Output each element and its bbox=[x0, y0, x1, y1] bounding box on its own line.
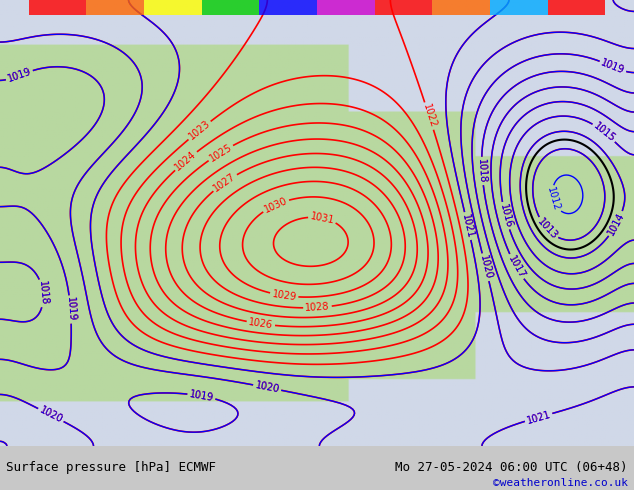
Bar bbox=[202, 0, 259, 15]
Text: 1018: 1018 bbox=[476, 159, 488, 184]
Text: 1019: 1019 bbox=[188, 389, 214, 403]
Text: 1014: 1014 bbox=[606, 211, 626, 237]
Text: 1021: 1021 bbox=[526, 409, 552, 425]
Text: 1013: 1013 bbox=[535, 217, 559, 241]
Text: 1017: 1017 bbox=[506, 253, 527, 280]
Text: 1019: 1019 bbox=[65, 297, 76, 322]
Text: 1020: 1020 bbox=[478, 254, 493, 280]
Text: 1029: 1029 bbox=[271, 289, 297, 302]
Text: 1018: 1018 bbox=[37, 281, 49, 306]
Text: 1020: 1020 bbox=[478, 254, 493, 280]
Text: 1015: 1015 bbox=[592, 121, 617, 144]
Bar bbox=[432, 0, 490, 15]
Bar bbox=[259, 0, 317, 15]
Text: 1024: 1024 bbox=[173, 149, 198, 172]
Bar bbox=[490, 0, 548, 15]
Text: 1019: 1019 bbox=[6, 67, 32, 84]
Bar bbox=[144, 0, 202, 15]
Text: Surface pressure [hPa] ECMWF: Surface pressure [hPa] ECMWF bbox=[6, 462, 216, 474]
Text: 1022: 1022 bbox=[420, 103, 437, 129]
Text: 1021: 1021 bbox=[460, 213, 476, 239]
Bar bbox=[86, 0, 144, 15]
Text: 1019: 1019 bbox=[600, 57, 626, 76]
Text: 1028: 1028 bbox=[305, 302, 330, 313]
Bar bbox=[29, 0, 86, 15]
Text: Mo 27-05-2024 06:00 UTC (06+48): Mo 27-05-2024 06:00 UTC (06+48) bbox=[395, 462, 628, 474]
Text: 1016: 1016 bbox=[498, 203, 514, 229]
Text: 1020: 1020 bbox=[254, 380, 280, 395]
Text: 1030: 1030 bbox=[262, 196, 289, 215]
Bar bbox=[317, 0, 375, 15]
Text: 1020: 1020 bbox=[254, 380, 280, 395]
Text: 1014: 1014 bbox=[606, 211, 626, 237]
Text: 1026: 1026 bbox=[248, 317, 274, 330]
Bar bbox=[548, 0, 605, 15]
Text: 1019: 1019 bbox=[65, 297, 76, 322]
Text: 1013: 1013 bbox=[535, 217, 559, 241]
Text: 1025: 1025 bbox=[207, 142, 234, 164]
Text: 1021: 1021 bbox=[526, 409, 552, 425]
Text: 1018: 1018 bbox=[37, 281, 49, 306]
Text: 1019: 1019 bbox=[188, 389, 214, 403]
Text: 1020: 1020 bbox=[37, 405, 64, 425]
Text: 1023: 1023 bbox=[187, 119, 212, 142]
Text: 1018: 1018 bbox=[476, 159, 488, 184]
Text: 1012: 1012 bbox=[545, 186, 562, 213]
Text: 1020: 1020 bbox=[37, 405, 64, 425]
Text: 1017: 1017 bbox=[506, 253, 527, 280]
Text: ©weatheronline.co.uk: ©weatheronline.co.uk bbox=[493, 478, 628, 488]
Text: 1027: 1027 bbox=[212, 171, 238, 194]
Text: 1016: 1016 bbox=[498, 203, 514, 229]
Bar bbox=[375, 0, 432, 15]
Text: 1019: 1019 bbox=[6, 67, 32, 84]
Text: 1019: 1019 bbox=[600, 57, 626, 76]
Text: 1031: 1031 bbox=[309, 211, 335, 225]
Text: 1015: 1015 bbox=[592, 121, 617, 144]
Text: 1021: 1021 bbox=[460, 213, 476, 239]
